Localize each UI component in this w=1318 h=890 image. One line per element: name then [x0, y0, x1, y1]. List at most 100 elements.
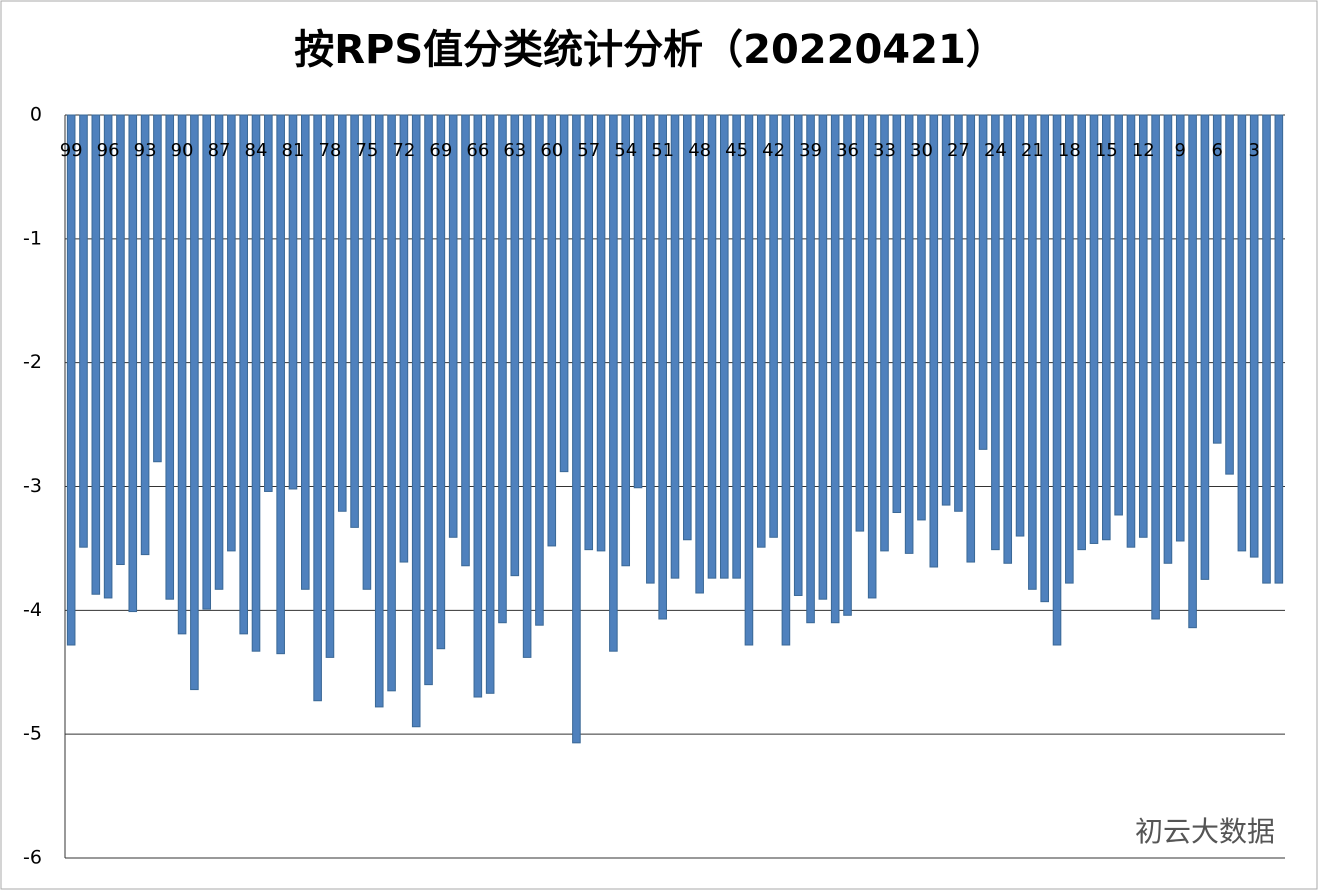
- bar: [1015, 114, 1025, 537]
- bar: [793, 114, 803, 596]
- bar: [633, 114, 643, 489]
- x-tick-label: 9: [1175, 140, 1186, 161]
- bar: [1126, 114, 1136, 548]
- bar: [1052, 114, 1062, 646]
- x-tick-label: 51: [651, 140, 674, 161]
- bar: [707, 114, 717, 579]
- x-tick-label: 27: [947, 140, 970, 161]
- bar: [572, 114, 581, 744]
- bar: [116, 114, 125, 566]
- bar: [1188, 114, 1197, 629]
- bar: [978, 114, 988, 450]
- bar: [313, 114, 322, 702]
- x-tick-label: 57: [577, 140, 600, 161]
- bar: [337, 114, 347, 512]
- x-tick-label: 12: [1132, 140, 1155, 161]
- bar: [1163, 114, 1173, 564]
- bar: [227, 114, 236, 552]
- bar: [559, 114, 569, 473]
- bar: [1114, 114, 1123, 516]
- x-tick-label: 75: [355, 140, 378, 161]
- bar: [288, 114, 298, 490]
- bar: [1138, 114, 1148, 538]
- bar: [276, 114, 285, 655]
- x-tick-label: 6: [1211, 140, 1222, 161]
- bar: [917, 114, 926, 521]
- x-tick-label: 39: [799, 140, 822, 161]
- bar: [1200, 114, 1210, 580]
- bar: [966, 114, 976, 563]
- x-tick-label: 15: [1095, 140, 1118, 161]
- x-tick-label: 96: [97, 140, 120, 161]
- bar: [239, 114, 248, 635]
- bar: [1262, 114, 1271, 584]
- bar: [522, 114, 532, 658]
- bar: [350, 114, 359, 528]
- bar: [904, 114, 914, 554]
- x-tick-label: 90: [171, 140, 194, 161]
- x-tick-label: 72: [392, 140, 415, 161]
- y-tick-label: -1: [23, 227, 42, 249]
- bar: [448, 114, 458, 538]
- bar: [756, 114, 766, 548]
- bar: [264, 114, 273, 492]
- x-tick-label: 54: [614, 140, 637, 161]
- watermark: 初云大数据: [1135, 815, 1275, 848]
- bar: [1212, 114, 1222, 444]
- bar: [1040, 114, 1049, 603]
- bar: [128, 114, 138, 613]
- x-tick-label: 87: [208, 140, 231, 161]
- x-tick-label: 69: [429, 140, 452, 161]
- x-tick-label: 18: [1058, 140, 1081, 161]
- bar: [1102, 114, 1111, 541]
- bar: [498, 114, 507, 624]
- bar: [153, 114, 162, 463]
- bar: [818, 114, 828, 600]
- bar: [596, 114, 606, 552]
- x-tick-label: 24: [984, 140, 1007, 161]
- x-tick-label: 36: [836, 140, 859, 161]
- bar: [843, 114, 852, 616]
- x-tick-label: 21: [1021, 140, 1044, 161]
- bar: [941, 114, 951, 506]
- bar: [646, 114, 655, 584]
- bar: [535, 114, 544, 626]
- bar: [1225, 114, 1234, 475]
- bar: [202, 114, 212, 610]
- bar: [510, 114, 520, 577]
- bar: [436, 114, 446, 650]
- x-tick-label: 42: [762, 140, 785, 161]
- bar: [658, 114, 667, 620]
- bar: [140, 114, 150, 556]
- bar: [929, 114, 939, 568]
- bar: [473, 114, 483, 698]
- x-tick-label: 78: [318, 140, 341, 161]
- bar: [1249, 114, 1259, 558]
- y-tick-label: -5: [23, 723, 42, 745]
- bar: [547, 114, 557, 547]
- bar: [325, 114, 335, 658]
- bar: [374, 114, 384, 708]
- bar: [66, 114, 76, 646]
- x-tick-label: 66: [466, 140, 489, 161]
- x-tick-label: 3: [1248, 140, 1259, 161]
- bar: [411, 114, 421, 728]
- bar: [485, 114, 495, 694]
- y-tick-label: 0: [30, 104, 42, 126]
- x-tick-label: 63: [503, 140, 526, 161]
- y-tick-label: -6: [23, 847, 42, 869]
- bar: [584, 114, 594, 551]
- bar: [1274, 114, 1284, 584]
- bar: [1065, 114, 1074, 584]
- bar: [744, 114, 754, 646]
- x-tick-label: 93: [134, 140, 157, 161]
- bar: [103, 114, 113, 599]
- bar: [695, 114, 704, 594]
- bar: [387, 114, 396, 692]
- bar: [855, 114, 865, 532]
- bar: [621, 114, 631, 567]
- bar: [424, 114, 433, 686]
- bar: [1175, 114, 1185, 542]
- bar: [301, 114, 310, 590]
